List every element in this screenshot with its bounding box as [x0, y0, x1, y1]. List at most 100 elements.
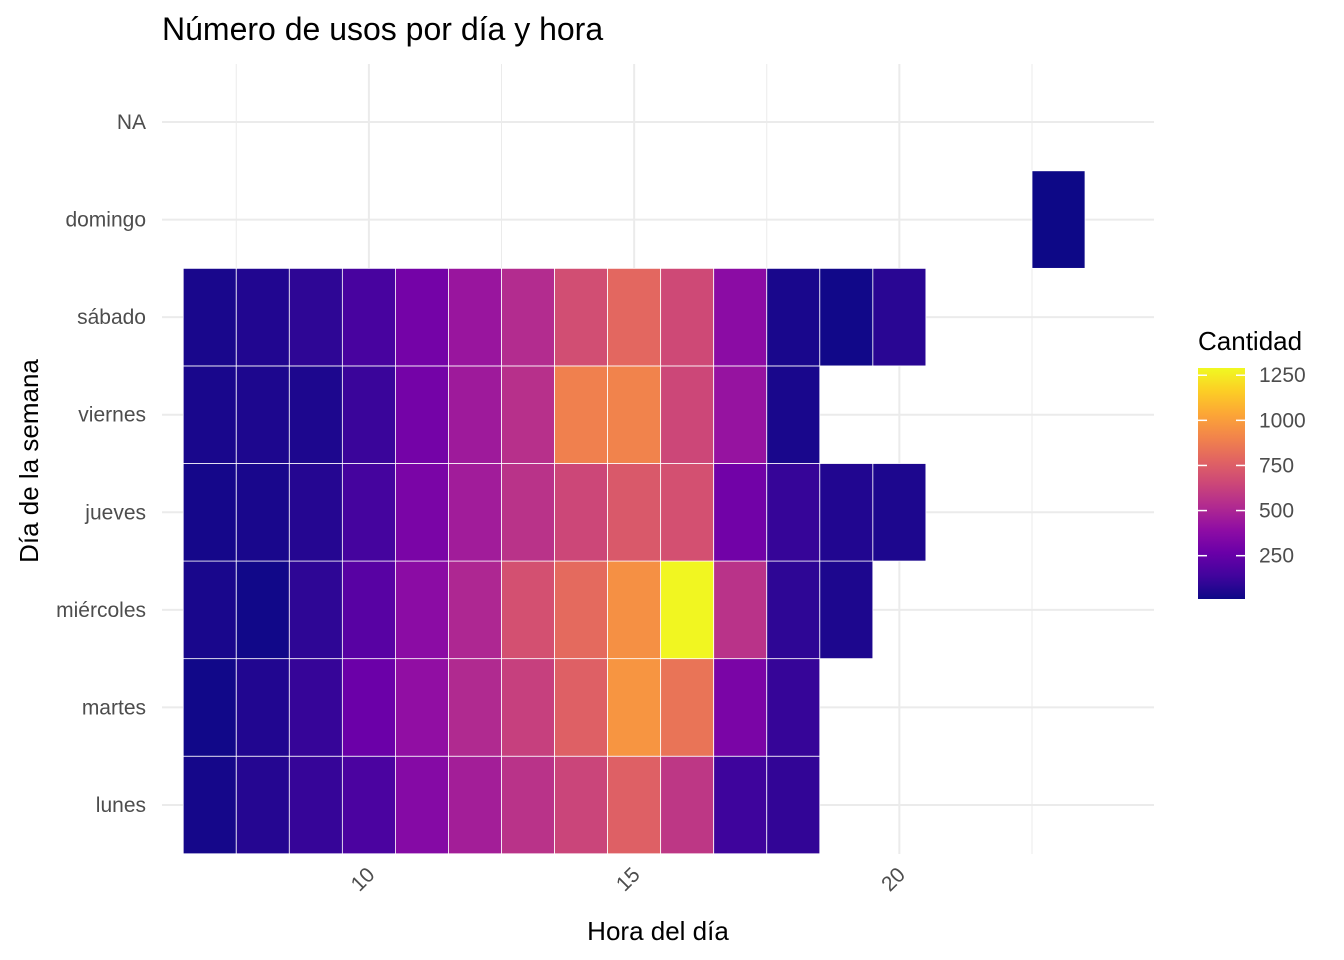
y-tick-label: jueves	[84, 501, 146, 524]
heatmap-tile	[448, 365, 502, 464]
heatmap-tile	[288, 658, 343, 757]
heatmap-tile	[395, 463, 449, 562]
heatmap-tile	[766, 267, 821, 367]
y-axis-ticks: lunes martes miércoles jueves viernes sábado d…	[56, 111, 146, 817]
heatmap-tile	[182, 755, 237, 855]
x-axis-title: Hora del día	[587, 916, 729, 946]
heatmap-tile	[395, 755, 449, 855]
y-tick-label: lunes	[96, 794, 146, 817]
heatmap-tile	[607, 365, 662, 464]
heatmap-tile	[395, 267, 449, 367]
heatmap-tile	[766, 365, 821, 464]
heatmap-tile	[341, 560, 396, 660]
heatmap-tile	[713, 755, 768, 855]
heatmap-tile	[819, 463, 874, 562]
legend-tick-label: 750	[1259, 454, 1294, 477]
heatmap-tile	[607, 267, 662, 367]
heatmap-tile	[288, 365, 343, 464]
heatmap-tile	[713, 267, 768, 367]
heatmap-tile	[182, 463, 237, 562]
heatmap-tile	[1031, 170, 1086, 269]
heatmap-tile	[235, 560, 290, 660]
y-tick-label: domingo	[65, 209, 146, 232]
legend-ticks: 250 500 750 1000 1250	[1198, 364, 1306, 568]
legend-tick-label: 500	[1259, 500, 1294, 523]
x-tick-label: 20	[877, 863, 910, 896]
heatmap-tile	[819, 267, 874, 367]
heatmap-tile	[660, 463, 715, 562]
heatmap-tile	[341, 755, 396, 855]
legend-tick-label: 1250	[1259, 364, 1306, 387]
heatmap-tile	[395, 658, 449, 757]
heatmap-tile	[872, 267, 927, 367]
y-tick-label: miércoles	[56, 599, 146, 622]
heatmap-tile	[341, 365, 396, 464]
heatmap-tile	[554, 560, 609, 660]
y-tick-label: NA	[117, 111, 146, 134]
heatmap-tile	[235, 365, 290, 464]
heatmap-tile	[501, 267, 555, 367]
heatmap-tile	[660, 755, 715, 855]
heatmap-tile	[660, 365, 715, 464]
heatmap-tile	[448, 560, 502, 660]
legend-colorbar	[1198, 368, 1245, 599]
heatmap-tile	[554, 267, 609, 367]
heatmap-tile	[607, 463, 662, 562]
y-tick-label: sábado	[77, 306, 146, 329]
heatmap-tile	[713, 658, 768, 757]
heatmap-tile	[288, 267, 343, 367]
heatmap-tile	[554, 365, 609, 464]
heatmap-tile	[182, 267, 237, 367]
heatmap-tile	[235, 463, 290, 562]
legend-tick-label: 1000	[1259, 409, 1306, 432]
heatmap-tile	[235, 755, 290, 855]
heatmap-tile	[235, 658, 290, 757]
heatmap-tile	[501, 365, 555, 464]
heatmap-tile	[607, 658, 662, 757]
heatmap-tile	[501, 658, 555, 757]
heatmap-tile	[288, 463, 343, 562]
legend-title: Cantidad	[1198, 326, 1302, 356]
heatmap-tile	[501, 463, 555, 562]
heatmap-tile	[448, 755, 502, 855]
heatmap-tile	[554, 463, 609, 562]
heatmap-tile	[235, 267, 290, 367]
heatmap-tile	[288, 755, 343, 855]
heatmap-tile	[448, 463, 502, 562]
heatmap-tile	[766, 560, 821, 660]
legend-tick-label: 250	[1259, 545, 1294, 568]
heatmap-tile	[341, 658, 396, 757]
heatmap-tile	[872, 463, 927, 562]
heatmap-tile	[341, 463, 396, 562]
heatmap-tile	[554, 755, 609, 855]
y-tick-label: martes	[82, 696, 146, 719]
x-tick-label: 15	[612, 863, 645, 896]
y-tick-label: viernes	[78, 404, 146, 427]
heatmap-tile	[501, 755, 555, 855]
x-axis-ticks: 10 15 20	[347, 863, 910, 896]
heatmap-tiles	[182, 170, 1086, 855]
legend: Cantidad 250 500 750 1000 1250	[1198, 326, 1306, 599]
heatmap-tile	[554, 658, 609, 757]
heatmap-tile	[660, 658, 715, 757]
y-axis-title: Día de la semana	[14, 359, 44, 563]
heatmap-tile	[819, 560, 874, 660]
x-tick-label: 10	[347, 863, 380, 896]
heatmap-tile	[341, 267, 396, 367]
heatmap-tile	[182, 560, 237, 660]
heatmap-tile	[182, 365, 237, 464]
heatmap-tile	[660, 267, 715, 367]
heatmap-tile	[766, 658, 821, 757]
heatmap-tile	[713, 560, 768, 660]
heatmap-tile	[607, 755, 662, 855]
heatmap-tile	[660, 560, 715, 660]
heatmap-tile	[713, 365, 768, 464]
heatmap-tile	[766, 463, 821, 562]
heatmap-tile	[395, 560, 449, 660]
heatmap-tile	[182, 658, 237, 757]
heatmap-tile	[766, 755, 821, 855]
heatmap-tile	[448, 658, 502, 757]
heatmap-tile	[448, 267, 502, 367]
heatmap-tile	[288, 560, 343, 660]
